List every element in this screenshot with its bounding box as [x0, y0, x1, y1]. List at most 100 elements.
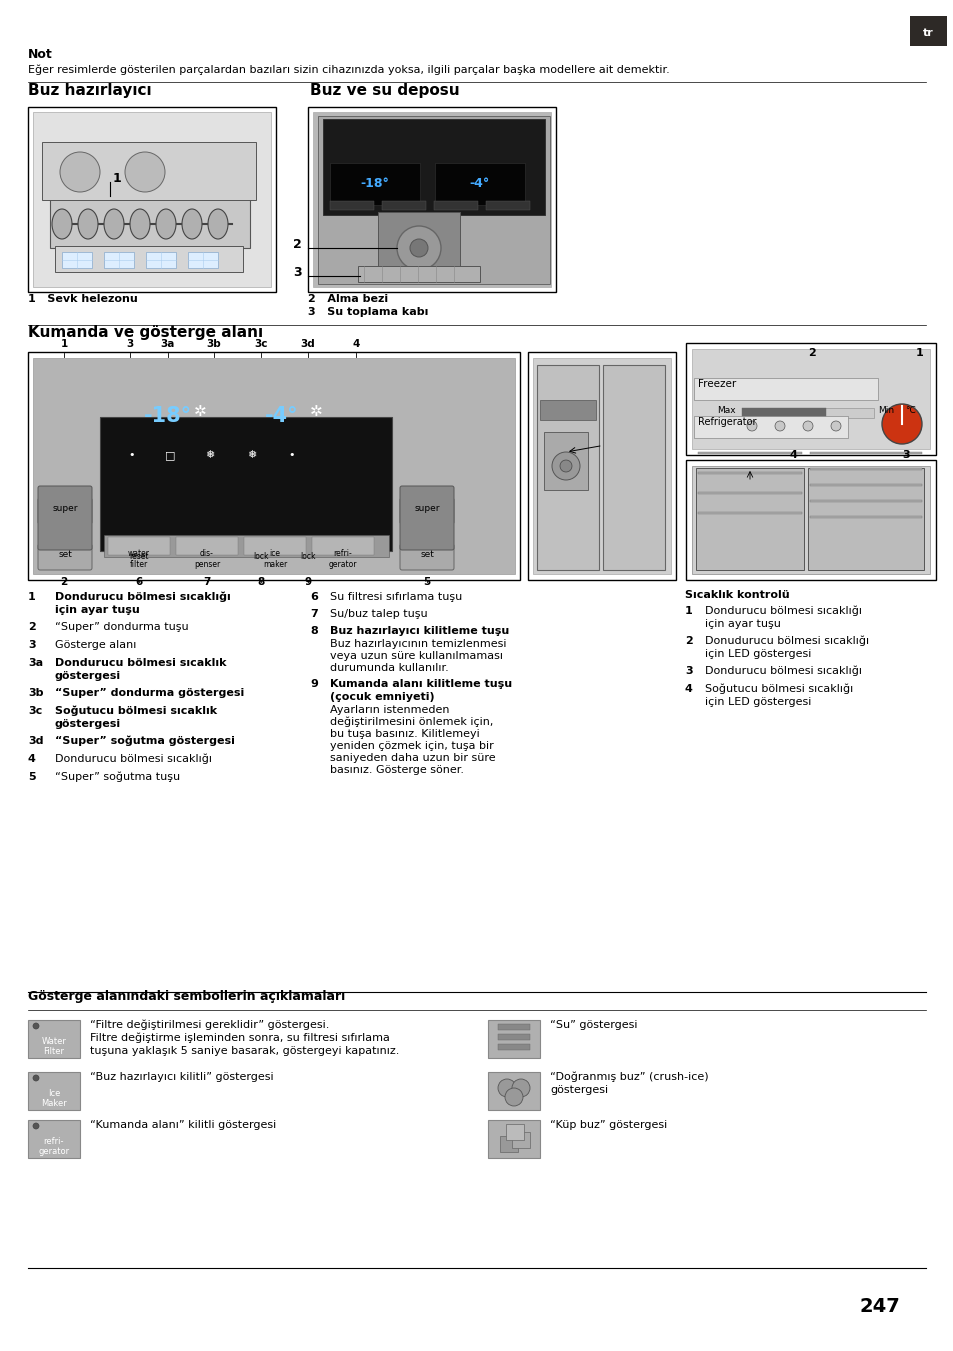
Text: 8: 8: [257, 577, 264, 586]
Bar: [50, 196, 250, 249]
Text: 2: 2: [60, 577, 68, 586]
Bar: [807, 467, 923, 570]
Text: 1: 1: [684, 607, 692, 616]
Text: 1: 1: [28, 592, 35, 603]
Bar: [809, 484, 921, 486]
FancyBboxPatch shape: [38, 486, 91, 550]
Text: ❅: ❅: [247, 450, 256, 459]
Text: Dondurucu bölmesi sıcaklığı: Dondurucu bölmesi sıcaklığı: [704, 666, 862, 676]
Text: için LED göstergesi: için LED göstergesi: [704, 648, 810, 659]
FancyBboxPatch shape: [38, 544, 91, 570]
Text: göstergesi: göstergesi: [55, 719, 121, 730]
Bar: [527, 353, 676, 580]
Text: Dondurucu bölmesi sıcaklığı: Dondurucu bölmesi sıcaklığı: [55, 592, 231, 603]
Bar: [698, 492, 801, 494]
Text: lock: lock: [300, 553, 315, 561]
Text: göstergesi: göstergesi: [550, 1085, 607, 1096]
Bar: [602, 365, 664, 570]
Bar: [28, 107, 275, 292]
Text: Min: Min: [877, 407, 893, 415]
Bar: [698, 512, 801, 513]
Text: Water: Water: [42, 1038, 67, 1046]
Text: 247: 247: [859, 1297, 899, 1316]
Text: 7: 7: [203, 577, 211, 586]
Text: Dondurucu bölmesi sıcaklığı: Dondurucu bölmesi sıcaklığı: [55, 754, 212, 765]
Text: 5: 5: [28, 771, 35, 782]
Text: Filter: Filter: [44, 1047, 65, 1056]
Text: Su/buz talep tuşu: Su/buz talep tuşu: [330, 609, 427, 619]
Text: 2: 2: [293, 238, 302, 251]
Text: Ayarların istenmeden: Ayarların istenmeden: [330, 705, 449, 715]
Text: Max: Max: [717, 407, 735, 415]
Bar: [104, 535, 389, 557]
Text: 3: 3: [294, 266, 302, 280]
Bar: [435, 163, 524, 205]
Text: 5: 5: [423, 577, 430, 586]
Circle shape: [410, 239, 428, 257]
Text: -18°: -18°: [144, 407, 192, 426]
Text: 3a: 3a: [161, 339, 175, 349]
Text: 3c: 3c: [254, 339, 268, 349]
Circle shape: [33, 1075, 39, 1081]
Text: •: •: [129, 450, 135, 459]
Bar: [539, 400, 596, 420]
Text: •: •: [289, 450, 294, 459]
Bar: [809, 467, 921, 470]
Text: Buz hazırlayıcı: Buz hazırlayıcı: [28, 82, 152, 99]
Text: 6: 6: [310, 592, 317, 603]
Bar: [485, 201, 530, 209]
Bar: [488, 1071, 539, 1111]
Text: refri-
gerator: refri- gerator: [329, 549, 356, 569]
Text: 1: 1: [915, 349, 923, 358]
Bar: [909, 16, 946, 46]
Ellipse shape: [78, 209, 98, 239]
Circle shape: [512, 1079, 530, 1097]
Bar: [497, 1024, 530, 1029]
Text: water
filter: water filter: [128, 549, 150, 569]
Text: yeniden çözmek için, tuşa bir: yeniden çözmek için, tuşa bir: [330, 740, 494, 751]
Text: Refrigerator: Refrigerator: [698, 417, 756, 427]
Text: 3: 3: [126, 339, 133, 349]
Text: durumunda kullanılır.: durumunda kullanılır.: [330, 663, 448, 673]
Ellipse shape: [130, 209, 150, 239]
Text: 2: 2: [807, 349, 815, 358]
Ellipse shape: [208, 209, 228, 239]
Text: “Kumanda alanı” kilitli göstergesi: “Kumanda alanı” kilitli göstergesi: [90, 1120, 276, 1129]
Bar: [693, 378, 877, 400]
Text: “Super” soğutma tuşu: “Super” soğutma tuşu: [55, 771, 180, 782]
Text: 8: 8: [310, 626, 317, 636]
Circle shape: [802, 422, 812, 431]
Text: 6: 6: [135, 577, 143, 586]
Bar: [33, 112, 271, 286]
Bar: [809, 516, 921, 517]
Text: super: super: [52, 504, 77, 513]
FancyBboxPatch shape: [399, 499, 454, 524]
Text: 3c: 3c: [28, 707, 42, 716]
Circle shape: [125, 153, 165, 192]
Text: bu tuşa basınız. Kilitlemeyi: bu tuşa basınız. Kilitlemeyi: [330, 730, 479, 739]
Text: “Filtre değiştirilmesi gereklidir” göstergesi.: “Filtre değiştirilmesi gereklidir” göste…: [90, 1020, 329, 1029]
Text: set: set: [419, 550, 434, 559]
Bar: [505, 1124, 523, 1140]
Text: basınız. Gösterge söner.: basınız. Gösterge söner.: [330, 765, 463, 775]
Text: set: set: [58, 550, 71, 559]
Text: Buz hazırlayıcının temizlenmesi: Buz hazırlayıcının temizlenmesi: [330, 639, 506, 648]
Text: Not: Not: [28, 49, 52, 61]
Text: 2   Alma bezi: 2 Alma bezi: [308, 295, 388, 304]
Bar: [357, 266, 479, 282]
Circle shape: [497, 1079, 516, 1097]
Text: Filtre değiştirme işleminden sonra, su filtresi sıfırlama: Filtre değiştirme işleminden sonra, su f…: [90, 1032, 390, 1043]
Circle shape: [746, 422, 757, 431]
Bar: [497, 1034, 530, 1040]
Text: veya uzun süre kullanılmaması: veya uzun süre kullanılmaması: [330, 651, 502, 661]
Bar: [55, 246, 243, 272]
Text: ❅: ❅: [205, 450, 214, 459]
Text: “Super” dondurma göstergesi: “Super” dondurma göstergesi: [55, 688, 244, 698]
Bar: [434, 201, 477, 209]
Circle shape: [33, 1123, 39, 1129]
Bar: [537, 365, 598, 570]
Circle shape: [33, 1023, 39, 1029]
Bar: [317, 116, 550, 284]
Text: ✲: ✲: [193, 404, 206, 419]
Bar: [313, 112, 551, 286]
